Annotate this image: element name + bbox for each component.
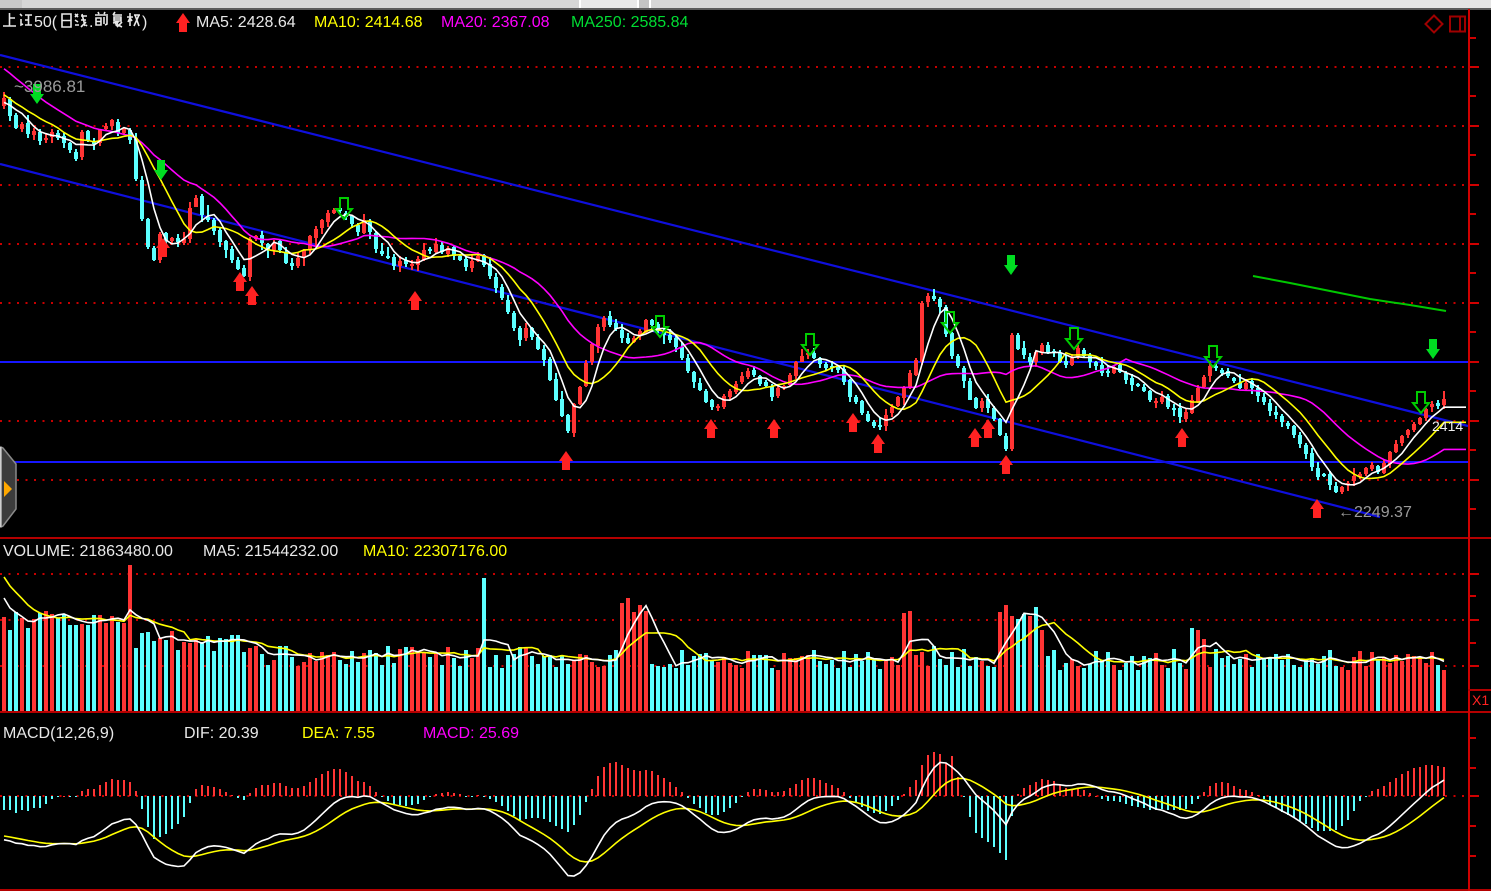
svg-text:MA5: 21544232.00: MA5: 21544232.00: [203, 543, 338, 560]
svg-text:←2249.37: ←2249.37: [1338, 504, 1412, 521]
svg-text:MA5: 2428.64: MA5: 2428.64: [196, 14, 296, 31]
svg-text:VOLUME: 21863480.00: VOLUME: 21863480.00: [3, 543, 173, 560]
svg-text:50(: 50(: [34, 14, 58, 31]
svg-text:MA10: 22307176.00: MA10: 22307176.00: [363, 543, 507, 560]
svg-text:DEA: 7.55: DEA: 7.55: [302, 725, 375, 742]
svg-text:MA20: 2367.08: MA20: 2367.08: [441, 14, 550, 31]
svg-text:): ): [142, 14, 147, 31]
svg-text:2414: 2414: [1432, 418, 1463, 434]
svg-text:DIF: 20.39: DIF: 20.39: [184, 725, 259, 742]
svg-text:~3986.81: ~3986.81: [14, 77, 85, 96]
svg-text:MA10: 2414.68: MA10: 2414.68: [314, 14, 423, 31]
svg-text:.: .: [89, 14, 93, 31]
svg-text:MA250: 2585.84: MA250: 2585.84: [571, 14, 689, 31]
svg-text:MACD: 25.69: MACD: 25.69: [423, 725, 519, 742]
svg-text:X1: X1: [1472, 692, 1489, 708]
svg-text:MACD(12,26,9): MACD(12,26,9): [3, 725, 114, 742]
